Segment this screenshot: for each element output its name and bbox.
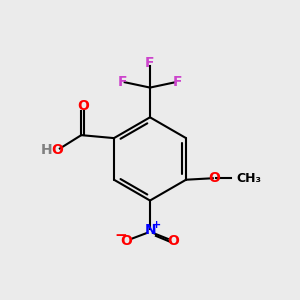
Text: O: O xyxy=(52,143,63,157)
Text: O: O xyxy=(77,99,89,113)
Text: H: H xyxy=(41,143,52,157)
Text: F: F xyxy=(145,56,155,70)
Text: F: F xyxy=(118,75,127,89)
Text: F: F xyxy=(173,75,182,89)
Text: O: O xyxy=(208,171,220,185)
Text: N: N xyxy=(145,223,156,237)
Text: CH₃: CH₃ xyxy=(236,172,261,185)
Text: O: O xyxy=(120,234,132,248)
Text: +: + xyxy=(152,220,161,230)
Text: O: O xyxy=(167,234,179,248)
Text: −: − xyxy=(114,228,127,243)
